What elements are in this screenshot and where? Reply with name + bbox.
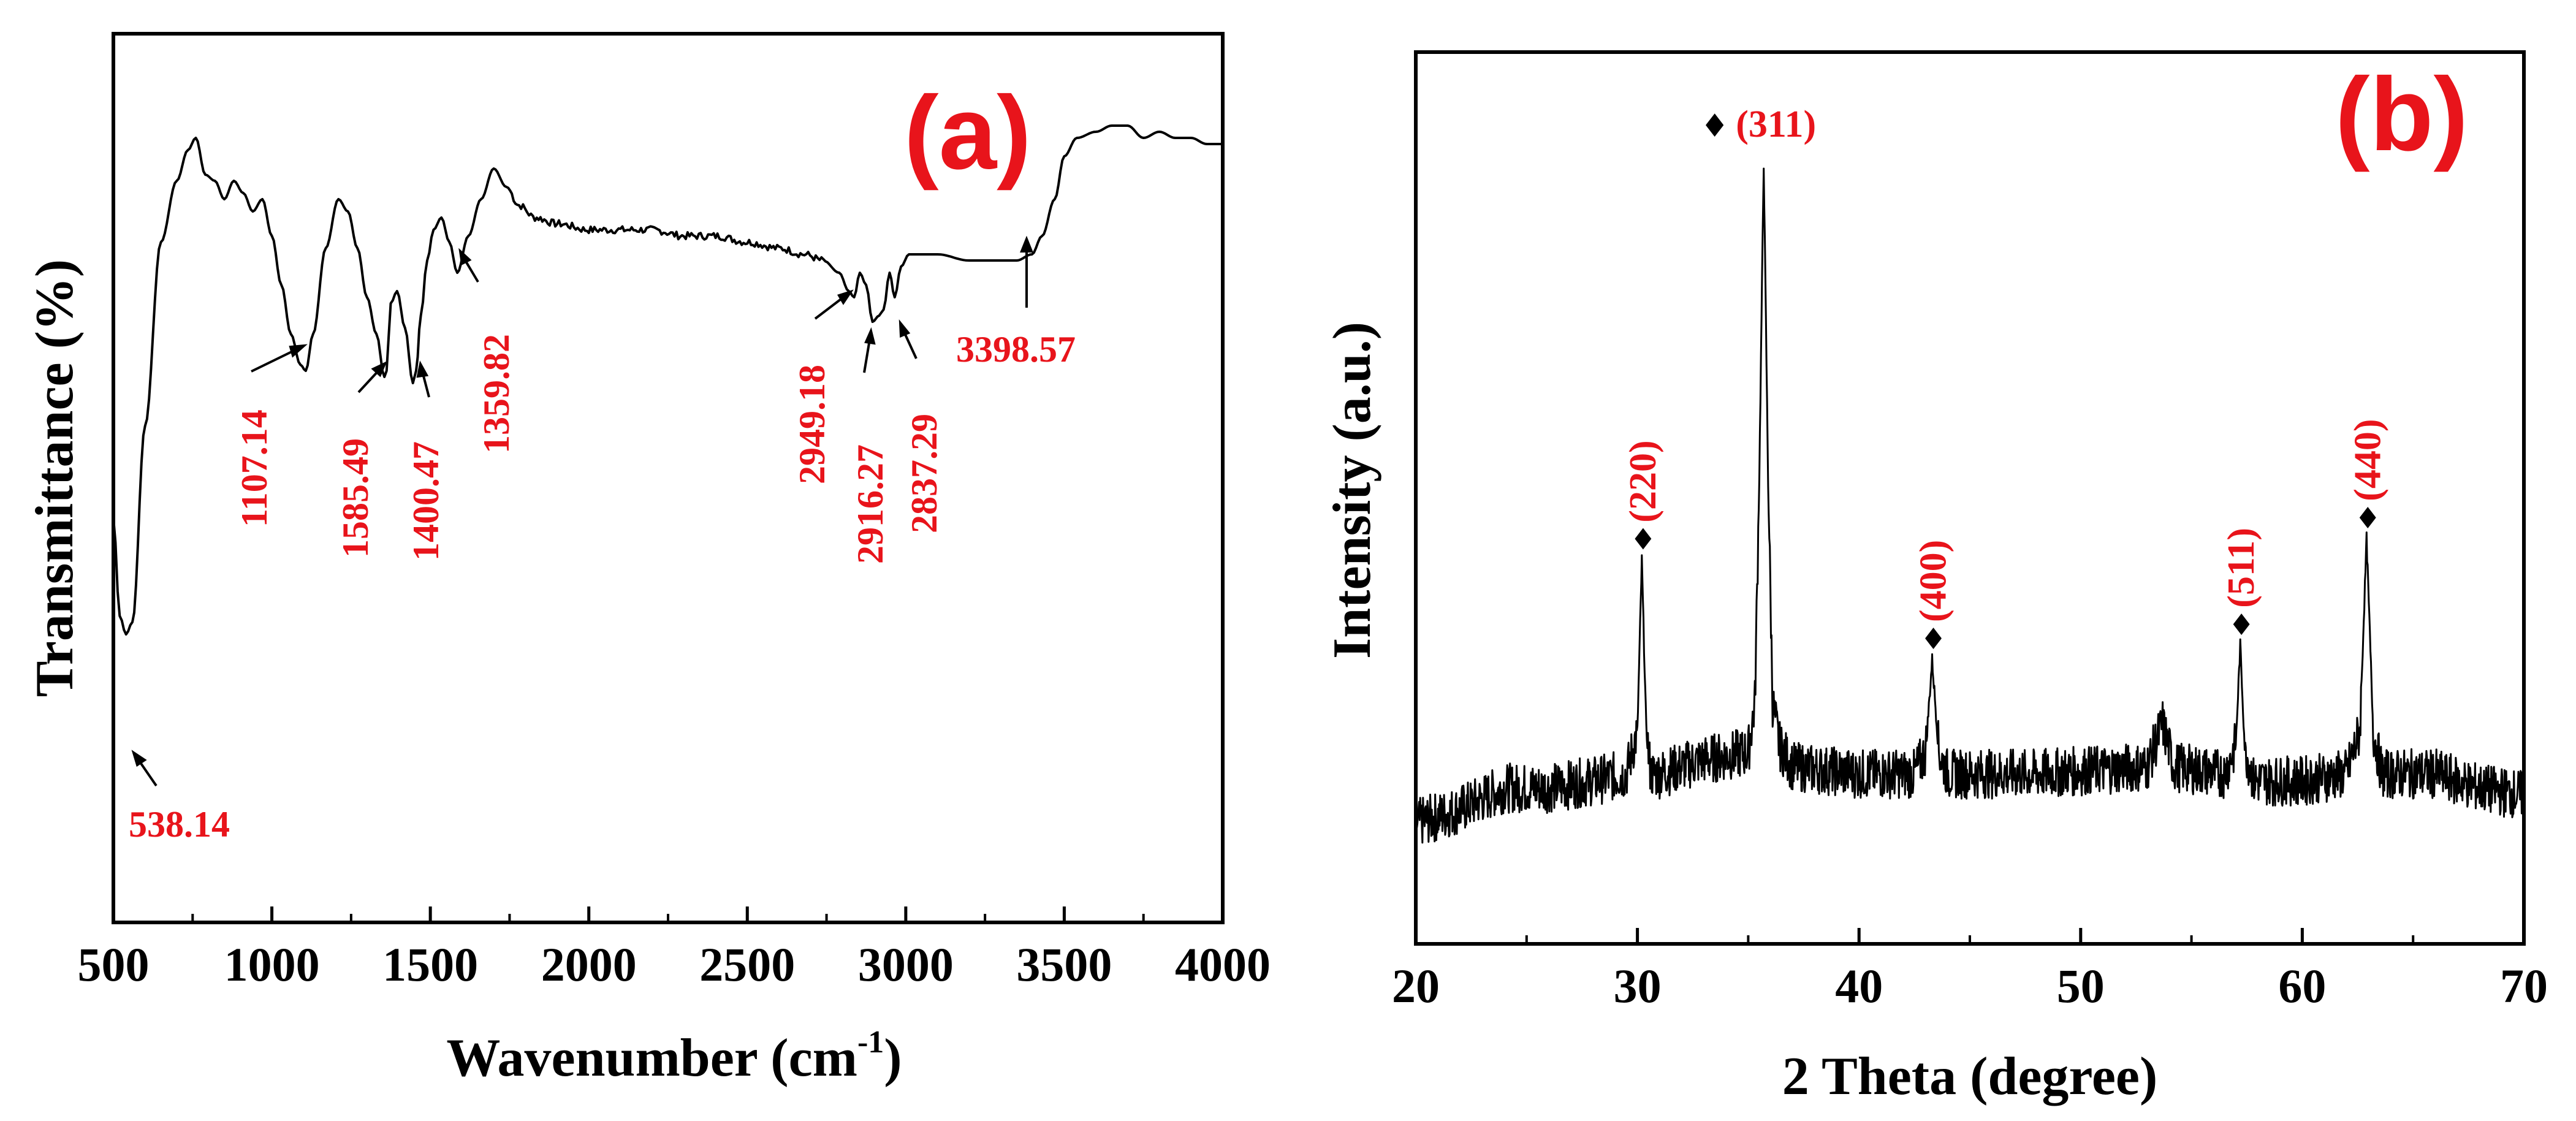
arrow-2949-head [837, 289, 854, 305]
x-tick-label-3500: 3500 [1016, 938, 1112, 991]
x-tick-label-1000: 1000 [224, 938, 320, 991]
panel-b-x-ticks [1414, 928, 2526, 944]
panel-a-x-axis-title-sup: -1 [857, 1025, 884, 1060]
label-538: 538.14 [129, 804, 230, 845]
peak-label-440: (440) [2347, 419, 2388, 501]
arrow-3398-head [1020, 235, 1033, 253]
peak-marker-440: ♦ [2355, 501, 2381, 536]
panel-a-x-axis-title: Wavenumber (cm-1) [446, 1025, 902, 1088]
label-2949: 2949.18 [792, 365, 832, 484]
panel-a-x-axis-title-main: Wavenumber (cm [446, 1028, 857, 1088]
panel-a-x-axis-title-close: ) [884, 1028, 902, 1088]
x-tick-label-60: 60 [2278, 959, 2326, 1013]
peak-marker-311: ♦ [1700, 108, 1729, 145]
x-tick-label-3000: 3000 [858, 938, 954, 991]
peak-label-220: (220) [1622, 440, 1664, 522]
peak-label-511: (511) [2221, 528, 2262, 608]
panel-a-x-ticks [112, 906, 1225, 922]
panel-b-y-axis-title: Intensity (a.u.) [1323, 322, 1382, 659]
xrd-peak-markers: ♦(220)♦ (311)♦(400)♦(511)♦(440) [1622, 104, 2388, 656]
xrd-pattern-line [1415, 167, 2525, 844]
arrow-1359-head [458, 248, 472, 266]
arrow-1107-head [289, 344, 308, 358]
panel-b: 20 30 40 50 60 70 ♦(220)♦ (311)♦(400)♦(511)♦(4… [1323, 50, 2548, 1106]
arrow-1400-head [416, 360, 429, 378]
x-tick-label-500: 500 [78, 938, 150, 991]
x-tick-label-40: 40 [1835, 959, 1883, 1013]
panel-a: 500 1000 1500 2000 2500 3000 3500 4000 (a) Tran… [25, 32, 1271, 1088]
label-2837: 2837.29 [904, 414, 944, 533]
label-2916: 2916.27 [850, 444, 891, 564]
arrow-2916-head [864, 327, 876, 345]
panel-b-x-tick-labels: 20 30 40 50 60 70 [1392, 959, 2548, 1013]
x-tick-label-2500: 2500 [699, 938, 795, 991]
label-1585: 1585.49 [335, 438, 376, 558]
x-tick-label-70: 70 [2500, 959, 2548, 1013]
panel-a-y-axis-title: Transmittance (%) [25, 259, 85, 697]
x-tick-label-50: 50 [2057, 959, 2105, 1013]
x-tick-label-4000: 4000 [1175, 938, 1271, 991]
label-1359: 1359.82 [476, 334, 517, 454]
panel-a-x-tick-labels: 500 1000 1500 2000 2500 3000 3500 4000 [78, 938, 1271, 991]
x-tick-label-1500: 1500 [382, 938, 478, 991]
label-1107: 1107.14 [234, 409, 275, 527]
peak-label-400: (400) [1913, 540, 1955, 622]
arrow-2837-head [899, 319, 911, 338]
x-tick-label-20: 20 [1392, 959, 1440, 1013]
peak-marker-400: ♦ [1920, 622, 1947, 656]
label-3398: 3398.57 [956, 329, 1076, 370]
arrow-1585-head [371, 360, 387, 378]
label-1400: 1400.47 [406, 441, 446, 561]
panel-b-tag: (b) [2335, 56, 2468, 173]
ftir-annotation-labels: 538.14 1107.14 1585.49 1400.47 1359.82 2… [129, 329, 1076, 845]
panel-a-frame [112, 32, 1225, 924]
arrow-538-head [131, 750, 147, 767]
x-tick-label-30: 30 [1614, 959, 1662, 1013]
peak-label-311: (311) [1736, 104, 1816, 145]
peak-marker-511: ♦ [2228, 608, 2255, 642]
peak-marker-220: ♦ [1630, 523, 1656, 557]
panel-b-x-axis-title: 2 Theta (degree) [1782, 1047, 2158, 1106]
ftir-annotation-arrows [131, 235, 1033, 787]
ftir-spectrum-line [112, 124, 1223, 636]
panel-a-tag: (a) [904, 75, 1032, 191]
x-tick-label-2000: 2000 [541, 938, 637, 991]
